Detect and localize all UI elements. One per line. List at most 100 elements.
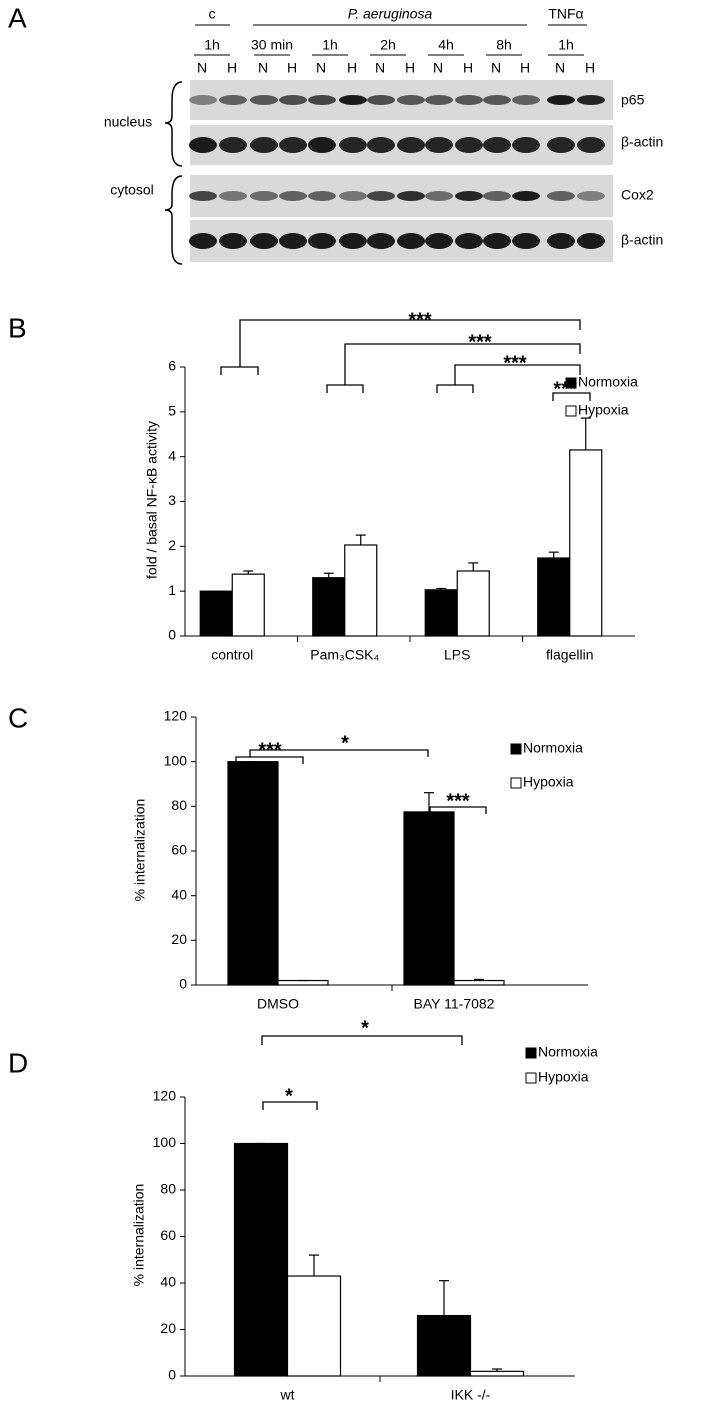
time-label: 1h — [204, 37, 220, 53]
significance-label: * — [341, 732, 349, 754]
band — [397, 95, 425, 105]
time-label: 1h — [558, 37, 574, 53]
bar — [453, 979, 505, 986]
error-bar — [439, 1280, 449, 1316]
legend-swatch — [525, 1047, 537, 1059]
x-tick-label: LPS — [444, 647, 470, 663]
y-axis-label: % internalization — [132, 799, 148, 902]
band — [577, 233, 605, 249]
band — [339, 95, 367, 105]
band — [547, 233, 575, 249]
band — [547, 137, 575, 153]
error-bar — [309, 1254, 319, 1277]
significance-label: * — [361, 1017, 369, 1039]
band — [219, 233, 247, 249]
band — [577, 191, 605, 201]
y-tick-label: 120 — [153, 1088, 177, 1104]
bar — [416, 1314, 472, 1377]
band — [397, 191, 425, 201]
error-bar — [436, 587, 447, 590]
lane-label: N — [375, 60, 385, 76]
y-tick-label: 3 — [168, 492, 176, 508]
significance-bracket — [261, 1035, 463, 1045]
band — [577, 95, 605, 105]
band — [512, 137, 540, 153]
band — [483, 233, 511, 249]
band — [219, 191, 247, 201]
lane-label: N — [316, 60, 326, 76]
y-tick-label: 80 — [171, 797, 187, 813]
lane-label: H — [520, 60, 530, 76]
panel-label: C — [8, 702, 28, 733]
band — [339, 233, 367, 249]
band — [397, 233, 425, 249]
y-tick-label: 1 — [168, 582, 176, 598]
legend-swatch — [565, 377, 577, 389]
band — [483, 95, 511, 105]
legend-label: Normoxia — [523, 740, 583, 756]
legend-swatch — [565, 405, 577, 417]
significance-bracket — [235, 756, 304, 764]
legend-label: Hypoxia — [578, 402, 629, 418]
band — [512, 95, 540, 105]
legend-swatch — [510, 777, 522, 789]
band — [250, 191, 278, 201]
y-tick-label: 60 — [171, 842, 187, 858]
band — [339, 191, 367, 201]
lane-label: H — [347, 60, 357, 76]
y-tick-label: 20 — [160, 1320, 176, 1336]
error-bar — [243, 570, 254, 575]
significance-label: *** — [503, 352, 527, 374]
y-tick-label: 80 — [160, 1181, 176, 1197]
band — [547, 191, 575, 201]
band — [547, 95, 575, 105]
y-axis-label: % internalization — [131, 1184, 147, 1287]
band — [367, 95, 395, 105]
band — [367, 233, 395, 249]
y-tick-label: 60 — [160, 1227, 176, 1243]
lane-label: N — [197, 60, 207, 76]
bar — [277, 979, 329, 986]
x-tick-label: IKK -/- — [451, 1387, 491, 1403]
legend-label: Normoxia — [538, 1044, 598, 1060]
y-tick-label: 40 — [160, 1274, 176, 1290]
significance-bracket — [429, 806, 487, 814]
y-tick-label: 100 — [153, 1134, 177, 1150]
bar — [231, 573, 265, 637]
band — [189, 233, 217, 249]
time-label: 4h — [438, 37, 454, 53]
protein-label: β-actin — [621, 232, 663, 248]
band — [425, 95, 453, 105]
y-tick-label: 6 — [168, 358, 176, 374]
legend-label: Hypoxia — [538, 1069, 589, 1085]
legend-swatch — [525, 1072, 537, 1084]
lane-label: H — [405, 60, 415, 76]
y-tick-label: 0 — [168, 1367, 176, 1383]
y-tick-label: 0 — [168, 627, 176, 643]
error-bar — [468, 562, 479, 571]
error-bar — [355, 534, 366, 545]
y-tick-label: 40 — [171, 886, 187, 902]
band — [250, 137, 278, 153]
y-tick-label: 20 — [171, 931, 187, 947]
band — [512, 191, 540, 201]
significance-label: * — [285, 1085, 293, 1107]
brace — [164, 81, 183, 167]
y-tick-label: 4 — [168, 447, 176, 463]
lane-label: N — [433, 60, 443, 76]
band — [425, 137, 453, 153]
y-tick-label: 120 — [164, 708, 188, 724]
band — [483, 137, 511, 153]
band — [367, 137, 395, 153]
lane-label: N — [555, 60, 565, 76]
band — [577, 137, 605, 153]
x-tick-label: Pam₃CSK₄ — [310, 647, 379, 663]
y-tick-label: 5 — [168, 403, 176, 419]
error-bar — [548, 551, 559, 558]
bar — [233, 1142, 289, 1377]
protein-label: β-actin — [621, 134, 663, 150]
band — [189, 137, 217, 153]
x-tick-label: BAY 11-7082 — [414, 996, 495, 1012]
bar — [456, 570, 490, 637]
